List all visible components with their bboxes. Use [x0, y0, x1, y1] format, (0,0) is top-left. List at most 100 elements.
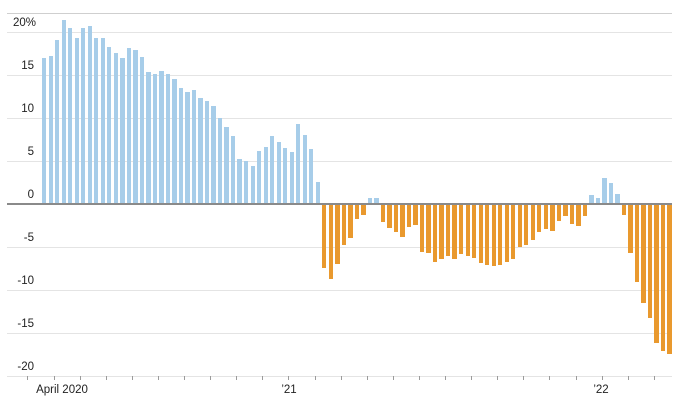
bar	[335, 203, 340, 264]
bar	[374, 198, 379, 204]
bar	[74, 37, 79, 204]
bar	[289, 151, 294, 204]
bar	[270, 136, 275, 204]
bar	[257, 151, 262, 204]
bar	[634, 203, 640, 282]
bar	[413, 203, 418, 225]
bar	[48, 55, 53, 204]
bar	[406, 203, 412, 227]
bar	[263, 146, 268, 204]
bar	[159, 71, 164, 204]
bar	[667, 203, 672, 354]
x-axis-tick	[392, 376, 394, 380]
bar	[445, 203, 451, 256]
bar	[660, 203, 666, 352]
bar	[217, 117, 223, 204]
bar	[530, 203, 535, 240]
x-axis-tick	[497, 376, 499, 380]
bar	[42, 58, 47, 204]
bar	[582, 203, 588, 217]
bar	[621, 203, 627, 215]
bar	[276, 142, 281, 204]
bar	[244, 161, 249, 204]
chart-top-rule	[7, 13, 672, 14]
bar	[113, 53, 119, 204]
bar	[211, 105, 216, 204]
x-axis-tick	[627, 376, 629, 380]
x-axis-tick	[157, 376, 159, 380]
bar	[569, 203, 575, 225]
y-axis-label: -5	[23, 231, 34, 244]
x-axis-label-21: ’21	[281, 384, 297, 396]
x-axis-tick	[105, 376, 107, 380]
bar	[172, 78, 177, 204]
x-axis-tick	[314, 376, 316, 380]
bar	[517, 203, 522, 248]
bar	[237, 158, 242, 204]
bar	[439, 203, 444, 260]
bar	[602, 177, 607, 204]
bar	[224, 127, 229, 204]
x-axis-tick	[471, 376, 473, 380]
bar	[563, 203, 568, 216]
bar	[328, 203, 334, 280]
y-axis-label: -20	[17, 360, 34, 373]
bar	[146, 71, 151, 204]
bar	[191, 90, 197, 204]
x-axis-label-22: ’22	[593, 384, 609, 396]
bar	[504, 203, 509, 262]
gridline-10	[7, 117, 672, 119]
bar	[204, 101, 210, 204]
bar	[641, 203, 646, 304]
bar	[354, 203, 360, 219]
bar	[608, 182, 614, 204]
bar	[315, 182, 320, 204]
x-axis-tick	[418, 376, 420, 380]
bar	[452, 203, 457, 259]
bar	[341, 203, 347, 245]
bar	[367, 198, 373, 204]
bar	[250, 165, 255, 204]
x-axis-tick	[575, 376, 577, 380]
y-axis-label: 20%	[13, 16, 37, 29]
bar	[120, 58, 125, 204]
x-axis-tick	[262, 376, 264, 380]
bar	[361, 203, 366, 215]
bar	[165, 73, 171, 204]
y-axis-label: -15	[17, 317, 34, 330]
bar	[68, 28, 73, 204]
bar	[647, 203, 653, 318]
bar	[185, 91, 190, 204]
bar	[87, 26, 92, 204]
bar	[426, 203, 431, 254]
y-axis-label: -10	[17, 274, 34, 287]
gridline--20	[7, 375, 672, 377]
y-axis-label: 10	[21, 102, 34, 115]
x-axis-tick	[601, 376, 603, 380]
bar	[615, 194, 620, 204]
x-axis-tick	[523, 376, 525, 380]
bar	[283, 147, 288, 204]
y-axis-label: 15	[21, 59, 34, 72]
x-axis-tick	[340, 376, 342, 380]
x-axis-tick	[288, 376, 290, 380]
x-axis-tick	[53, 376, 55, 380]
y-axis-label: 0	[27, 188, 34, 201]
x-axis-tick	[184, 376, 185, 380]
bar	[380, 203, 386, 222]
x-axis-tick	[445, 376, 446, 380]
x-axis-tick	[653, 376, 655, 380]
bar	[107, 47, 112, 204]
bar	[139, 57, 145, 204]
bar	[126, 47, 132, 204]
bar	[478, 203, 483, 263]
bar	[628, 203, 633, 254]
bar	[595, 197, 601, 204]
bar	[387, 203, 392, 229]
x-axis-tick	[210, 376, 212, 380]
bar	[296, 124, 301, 204]
y-axis-label: 5	[27, 145, 34, 158]
bar	[133, 49, 138, 204]
bar	[485, 203, 490, 266]
bar	[55, 40, 60, 204]
